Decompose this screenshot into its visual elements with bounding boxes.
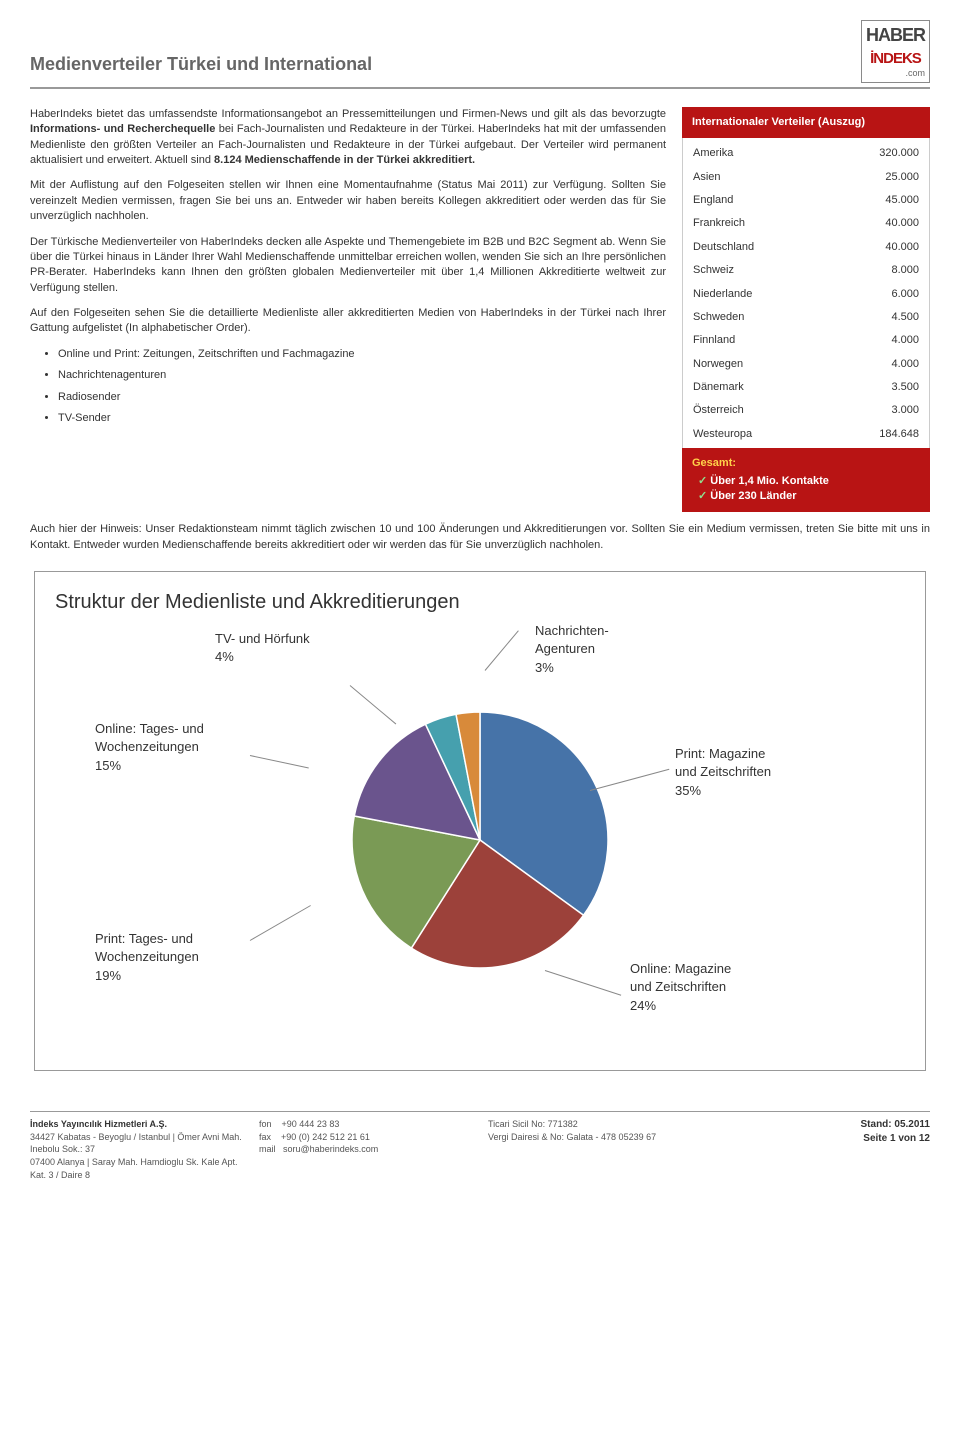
footnote-paragraph: Auch hier der Hinweis: Unser Redaktionst… xyxy=(30,522,930,553)
sidebar-row: Österreich 3.000 xyxy=(693,399,919,422)
leader-line xyxy=(250,755,309,768)
company-name: İndeks Yayıncılık Hizmetleri A.Ş. xyxy=(30,1118,243,1131)
page-footer: İndeks Yayıncılık Hizmetleri A.Ş. 34427 … xyxy=(30,1111,930,1181)
sidebar-foot-line: Über 1,4 Mio. Kontakte xyxy=(692,474,920,489)
sidebar-row-value: 184.648 xyxy=(879,427,919,442)
leader-line xyxy=(485,631,519,671)
pie-slice-label: Print: Magazineund Zeitschriften35% xyxy=(675,745,771,800)
list-item: TV-Sender xyxy=(58,411,666,426)
sidebar-row-key: Norwegen xyxy=(693,357,743,372)
contact-line: mail soru@haberindeks.com xyxy=(259,1143,472,1156)
address-line: 34427 Kabatas - Beyoglu / Istanbul | Öme… xyxy=(30,1131,243,1156)
legal-line: Vergi Dairesi & No: Galata - 478 05239 6… xyxy=(488,1131,701,1144)
pie-slice-label: Print: Tages- undWochenzeitungen19% xyxy=(95,930,199,985)
footer-col-address: İndeks Yayıncılık Hizmetleri A.Ş. 34427 … xyxy=(30,1118,243,1181)
pie-slice-label: TV- und Hörfunk4% xyxy=(215,630,310,666)
sidebar-row-value: 3.500 xyxy=(891,380,919,395)
sidebar-row-value: 40.000 xyxy=(885,240,919,255)
pie-slice-label: Online: Tages- undWochenzeitungen15% xyxy=(95,720,204,775)
header: Medienverteiler Türkei und International… xyxy=(30,20,930,89)
sidebar-row: Frankreich 40.000 xyxy=(693,212,919,235)
sidebar-row-key: Österreich xyxy=(693,403,744,418)
list-item: Nachrichtenagenturen xyxy=(58,368,666,383)
page-title: Medienverteiler Türkei und International xyxy=(30,52,372,77)
sidebar-row-value: 40.000 xyxy=(885,216,919,231)
pie-slice-label: Nachrichten-Agenturen3% xyxy=(535,622,609,677)
sidebar-row-key: Deutschland xyxy=(693,240,754,255)
stand-date: Stand: 05.2011 xyxy=(717,1118,930,1132)
contact-line: fax +90 (0) 242 512 21 61 xyxy=(259,1131,472,1144)
logo: HABER İNDEKS .com xyxy=(861,20,930,83)
sidebar-foot-line: Über 230 Länder xyxy=(692,489,920,504)
contact-line: fon +90 444 23 83 xyxy=(259,1118,472,1131)
sidebar-row-key: Schweden xyxy=(693,310,744,325)
sidebar-row-value: 4.500 xyxy=(891,310,919,325)
sidebar-footer: Gesamt: Über 1,4 Mio. Kontakte Über 230 … xyxy=(682,448,930,512)
sidebar-row: Niederlande 6.000 xyxy=(693,283,919,306)
sidebar-row-value: 3.000 xyxy=(891,403,919,418)
paragraph-2: Mit der Auflistung auf den Folgeseiten s… xyxy=(30,178,666,224)
list-item: Online und Print: Zeitungen, Zeitschrift… xyxy=(58,347,666,362)
sidebar-row-key: England xyxy=(693,193,733,208)
sidebar-row: Schweden 4.500 xyxy=(693,306,919,329)
sidebar-row-value: 25.000 xyxy=(885,170,919,185)
sidebar-row-value: 8.000 xyxy=(891,263,919,278)
paragraph-3: Der Türkische Medienverteiler von HaberI… xyxy=(30,235,666,297)
sidebar-row-value: 320.000 xyxy=(879,146,919,161)
sidebar-row: England 45.000 xyxy=(693,189,919,212)
sidebar-header: Internationaler Verteiler (Auszug) xyxy=(682,107,930,138)
sidebar-row-key: Asien xyxy=(693,170,721,185)
sidebar-row: Finnland 4.000 xyxy=(693,329,919,352)
sidebar-row: Westeuropa 184.648 xyxy=(693,423,919,446)
chart-title: Struktur der Medienliste und Akkreditier… xyxy=(55,588,905,616)
legal-line: Ticari Sicil No: 771382 xyxy=(488,1118,701,1131)
sidebar-row: Schweiz 8.000 xyxy=(693,259,919,282)
sidebar-row-value: 4.000 xyxy=(891,333,919,348)
sidebar-row: Asien 25.000 xyxy=(693,166,919,189)
sidebar-row-value: 45.000 xyxy=(885,193,919,208)
sidebar-row-key: Amerika xyxy=(693,146,733,161)
main-text: HaberIndeks bietet das umfassendste Info… xyxy=(30,107,666,513)
logo-text-top: HABER xyxy=(866,23,925,48)
sidebar-row: Dänemark 3.500 xyxy=(693,376,919,399)
sidebar-row: Norwegen 4.000 xyxy=(693,353,919,376)
footer-col-page: Stand: 05.2011 Seite 1 von 12 xyxy=(717,1118,930,1181)
paragraph-4: Auf den Folgeseiten sehen Sie die detail… xyxy=(30,306,666,337)
bullet-list: Online und Print: Zeitungen, Zeitschrift… xyxy=(58,347,666,427)
sidebar: Internationaler Verteiler (Auszug) Ameri… xyxy=(682,107,930,513)
address-line: 07400 Alanya | Saray Mah. Hamdioglu Sk. … xyxy=(30,1156,243,1181)
sidebar-row-value: 4.000 xyxy=(891,357,919,372)
page-number: Seite 1 von 12 xyxy=(717,1132,930,1146)
sidebar-row: Amerika 320.000 xyxy=(693,142,919,165)
paragraph-1: HaberIndeks bietet das umfassendste Info… xyxy=(30,107,666,169)
sidebar-row-key: Schweiz xyxy=(693,263,734,278)
chart-container: Struktur der Medienliste und Akkreditier… xyxy=(34,571,926,1071)
list-item: Radiosender xyxy=(58,390,666,405)
sidebar-row-key: Dänemark xyxy=(693,380,744,395)
sidebar-row-key: Niederlande xyxy=(693,287,752,302)
sidebar-gesamt: Gesamt: xyxy=(692,456,920,471)
sidebar-row-key: Finnland xyxy=(693,333,735,348)
sidebar-row-key: Westeuropa xyxy=(693,427,752,442)
sidebar-table: Amerika 320.000 Asien 25.000 England 45.000 Fr… xyxy=(682,138,930,448)
logo-com: .com xyxy=(866,67,925,80)
pie-chart: Nachrichten-Agenturen3%TV- und Hörfunk4%… xyxy=(55,630,905,1050)
sidebar-row: Deutschland 40.000 xyxy=(693,236,919,259)
footer-col-contact: fon +90 444 23 83 fax +90 (0) 242 512 21… xyxy=(259,1118,472,1181)
logo-text-bottom: İNDEKS xyxy=(866,48,925,69)
sidebar-row-value: 6.000 xyxy=(891,287,919,302)
footer-col-legal: Ticari Sicil No: 771382 Vergi Dairesi & … xyxy=(488,1118,701,1181)
two-column-layout: HaberIndeks bietet das umfassendste Info… xyxy=(30,107,930,513)
leader-line xyxy=(250,905,311,941)
pie-slice-label: Online: Magazineund Zeitschriften24% xyxy=(630,960,731,1015)
sidebar-row-key: Frankreich xyxy=(693,216,745,231)
